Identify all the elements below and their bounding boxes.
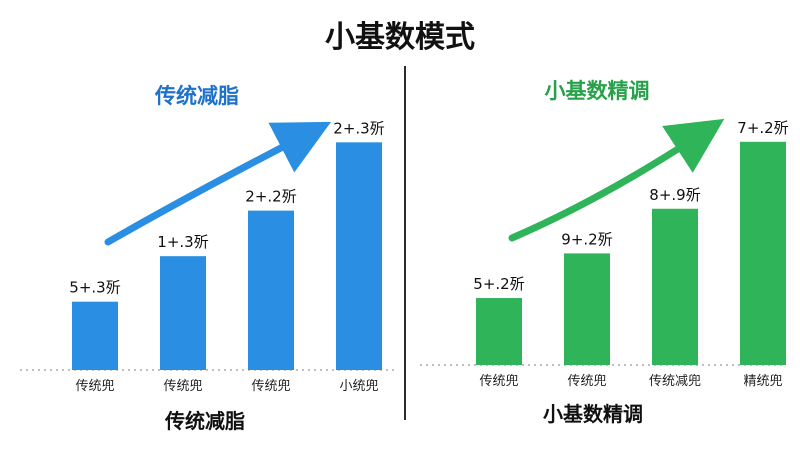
left-value-label-2: 1+.3歽 [157,233,208,251]
left-trend-arrow [104,121,332,246]
right-bar-3 [652,208,698,365]
right-panel-title: 小基数精调 [545,79,650,103]
left-value-label-3: 2+.2歽 [245,188,296,206]
right-trend-arrow [508,118,725,242]
left-category-label-2: 传统兜 [163,379,202,394]
left-category-label-4: 小统兜 [339,379,378,394]
main-title: 小基数模式 [325,20,475,55]
left-bottom-title: 传统减脂 [164,409,245,433]
left-bar-2 [160,256,206,370]
left-value-label-1: 5+.3歽 [69,279,120,297]
right-bar-2 [564,253,610,365]
right-value-label-1: 5+.2歽 [473,275,524,293]
left-value-label-4: 2+.3歽 [333,119,384,137]
right-category-label-4: 精统兜 [743,374,782,389]
right-value-label-2: 9+.2歽 [561,230,612,248]
right-category-label-3: 传统减兜 [649,374,701,389]
left-bar-3 [248,210,294,370]
right-bar-4 [740,141,786,365]
right-bottom-title: 小基数精调 [543,402,643,426]
right-category-label-2: 传统兜 [567,374,606,389]
right-bar-1 [476,298,522,365]
left-panel-title: 传统减脂 [154,84,239,108]
right-category-label-1: 传统兜 [479,374,518,389]
right-value-label-4: 7+.2歽 [737,119,788,137]
left-category-label-3: 传统兜 [251,379,290,394]
left-bar-4 [336,142,382,370]
left-category-label-1: 传统兜 [75,379,114,394]
right-value-label-3: 8+.9歽 [649,186,700,204]
panel-divider [404,66,406,420]
left-bar-1 [72,301,118,370]
